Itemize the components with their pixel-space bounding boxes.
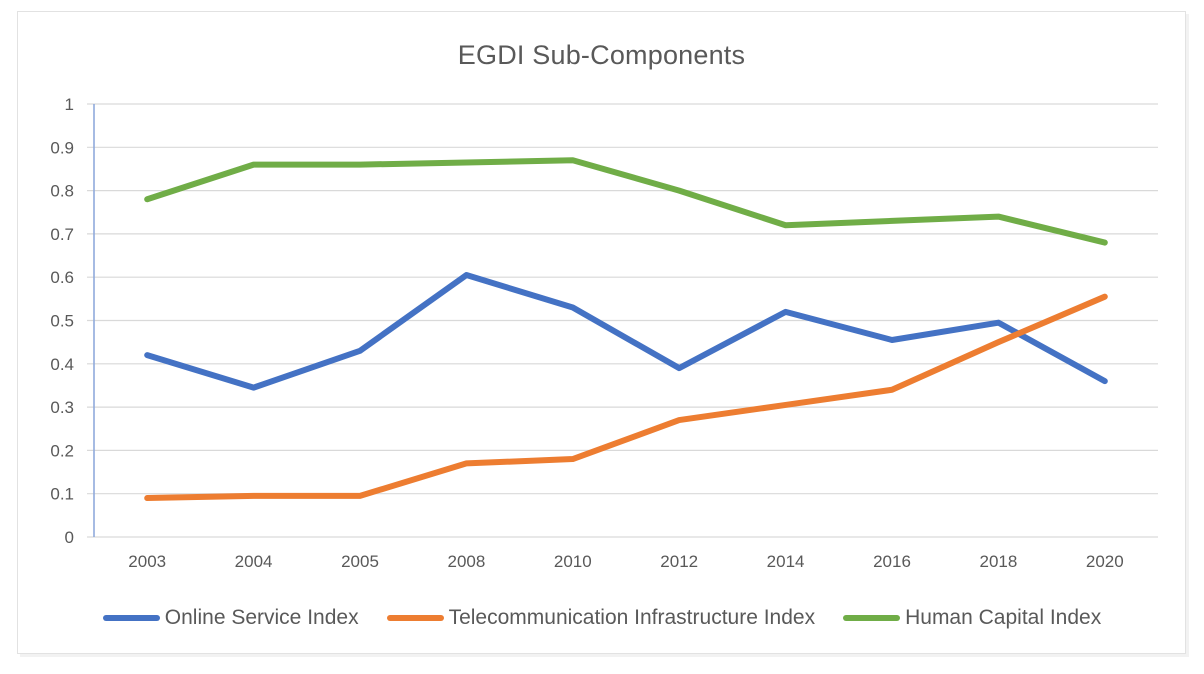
legend-swatch-human-capital-index [843, 615, 901, 621]
y-tick-label: 0.1 [50, 485, 74, 504]
legend-item-online-service-index: Online Service Index [102, 606, 359, 630]
x-tick-label: 2004 [235, 552, 273, 571]
x-tick-label: 2012 [660, 552, 698, 571]
x-tick-label: 2010 [554, 552, 592, 571]
series-line-human-capital-index [144, 157, 1108, 246]
y-tick-label: 0.6 [50, 268, 74, 287]
x-tick-label: 2014 [767, 552, 805, 571]
legend-label: Online Service Index [164, 606, 359, 629]
x-tick-label: 2018 [979, 552, 1017, 571]
x-tick-label: 2016 [873, 552, 911, 571]
legend-label: Telecommunication Infrastructure Index [448, 606, 816, 629]
y-tick-label: 0.8 [50, 182, 74, 201]
legend-label: Human Capital Index [905, 606, 1102, 629]
y-tick-label: 0.3 [50, 398, 74, 417]
y-tick-label: 0.7 [50, 225, 74, 244]
x-tick-label: 2005 [341, 552, 379, 571]
legend-swatch-telecommunication-infrastructure-index [386, 615, 444, 621]
x-tick-label: 2020 [1086, 552, 1124, 571]
chart-frame: EGDI Sub-Components [17, 11, 1186, 654]
y-tick-label: 1 [65, 95, 74, 114]
legend: Online Service Index Telecommunication In… [0, 606, 1204, 630]
legend-item-human-capital-index: Human Capital Index [843, 606, 1101, 630]
y-tick-label: 0.9 [50, 138, 74, 157]
y-tick-label: 0.4 [50, 355, 74, 374]
chart-title: EGDI Sub-Components [457, 40, 746, 70]
legend-swatch-online-service-index [102, 615, 160, 621]
series-line-online-service-index [144, 272, 1108, 391]
x-tick-label: 2003 [128, 552, 166, 571]
y-tick-label: 0.5 [50, 312, 74, 331]
series-line-telecommunication-infrastructure-index [144, 293, 1108, 502]
x-tick-label: 2008 [447, 552, 485, 571]
legend-item-telecommunication-infrastructure-index: Telecommunication Infrastructure Index [386, 606, 816, 630]
y-tick-label: 0.2 [50, 441, 74, 460]
y-tick-label: 0 [65, 528, 74, 547]
